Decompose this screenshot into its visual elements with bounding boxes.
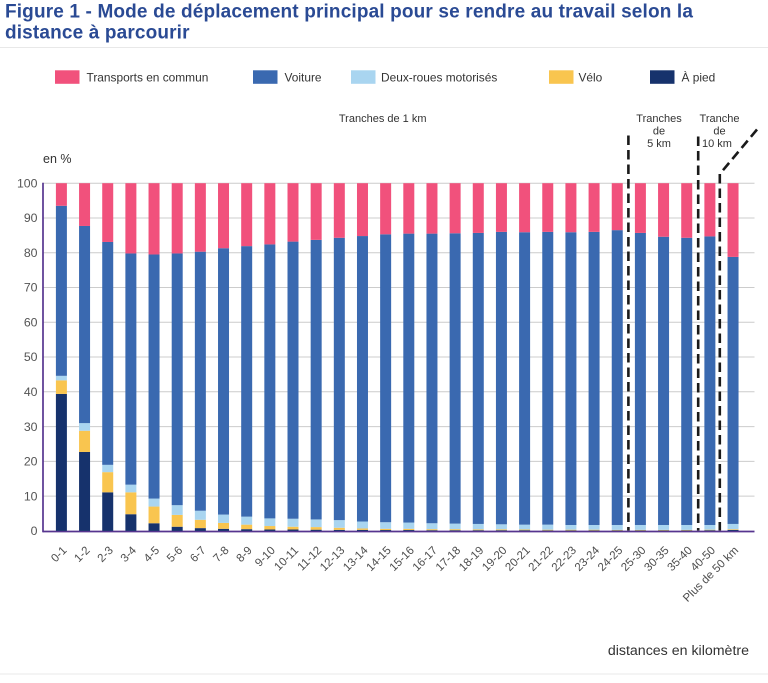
svg-text:Tranches: Tranches xyxy=(636,113,682,125)
svg-text:Figure 1 - Mode de déplacement: Figure 1 - Mode de déplacement principal… xyxy=(5,2,693,23)
svg-text:40: 40 xyxy=(24,385,38,399)
svg-text:distance à parcourir: distance à parcourir xyxy=(5,23,190,44)
svg-text:70: 70 xyxy=(24,281,38,295)
svg-text:60: 60 xyxy=(24,316,38,330)
svg-text:distances en kilomètre: distances en kilomètre xyxy=(608,643,749,659)
svg-text:50: 50 xyxy=(24,350,38,364)
svg-text:20: 20 xyxy=(24,455,38,469)
svg-text:Tranches de 1 km: Tranches de 1 km xyxy=(339,113,427,125)
svg-text:Deux-roues motorisés: Deux-roues motorisés xyxy=(381,71,497,85)
svg-text:5 km: 5 km xyxy=(647,138,671,150)
svg-text:À pied: À pied xyxy=(682,70,716,85)
svg-text:90: 90 xyxy=(24,211,38,225)
svg-text:Voiture: Voiture xyxy=(285,71,322,85)
svg-text:Transports en commun: Transports en commun xyxy=(87,71,209,85)
svg-text:80: 80 xyxy=(24,246,38,260)
svg-text:10: 10 xyxy=(24,489,38,503)
svg-text:de: de xyxy=(653,126,665,138)
svg-text:100: 100 xyxy=(17,176,38,190)
svg-text:Tranche: Tranche xyxy=(700,113,740,125)
svg-text:10 km: 10 km xyxy=(702,138,732,150)
svg-text:de: de xyxy=(713,126,725,138)
svg-text:Vélo: Vélo xyxy=(579,71,603,85)
svg-text:0: 0 xyxy=(31,524,38,538)
svg-text:en %: en % xyxy=(43,152,72,166)
svg-text:30: 30 xyxy=(24,420,38,434)
